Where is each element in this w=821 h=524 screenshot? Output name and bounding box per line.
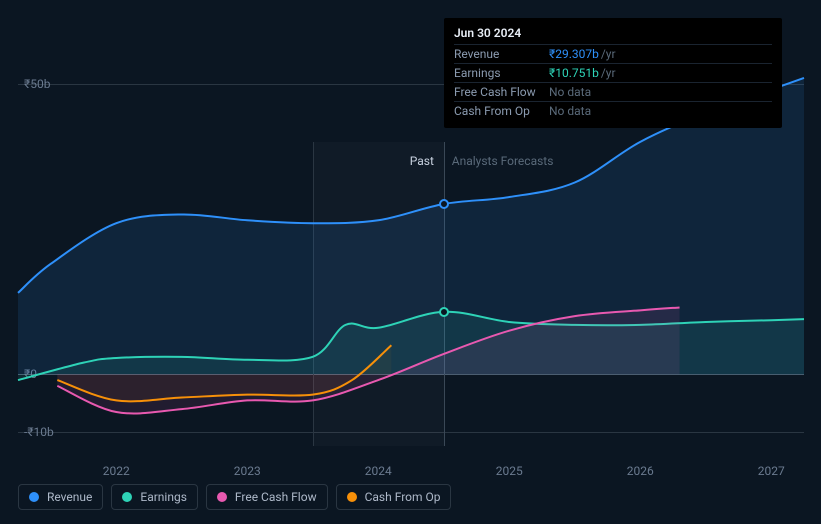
tooltip-row-label: Cash From Op: [454, 104, 549, 118]
tooltip-row-label: Revenue: [454, 47, 549, 61]
tooltip-row-value: No data: [549, 85, 591, 99]
marker-revenue: [439, 199, 449, 209]
x-tick-label: 2023: [234, 464, 261, 478]
tooltip-row-value: ₹29.307b: [549, 47, 599, 61]
tooltip-row-value: ₹10.751b: [549, 66, 599, 80]
x-tick-label: 2027: [758, 464, 785, 478]
legend-item-fcf[interactable]: Free Cash Flow: [206, 484, 328, 510]
x-tick-label: 2022: [103, 464, 130, 478]
tooltip-rows: Revenue₹29.307b/yrEarnings₹10.751b/yrFre…: [454, 44, 772, 120]
legend-swatch: [29, 492, 39, 502]
legend-label: Revenue: [47, 490, 92, 504]
tooltip-row-label: Free Cash Flow: [454, 85, 549, 99]
tooltip-row: Free Cash FlowNo data: [454, 82, 772, 101]
chart-legend: Revenue Earnings Free Cash Flow Cash From O…: [18, 484, 451, 510]
tooltip-row-value: No data: [549, 104, 591, 118]
marker-earnings: [439, 307, 449, 317]
x-tick-label: 2025: [496, 464, 523, 478]
legend-swatch: [217, 492, 227, 502]
legend-item-revenue[interactable]: Revenue: [18, 484, 103, 510]
legend-swatch: [122, 492, 132, 502]
legend-swatch: [347, 492, 357, 502]
legend-label: Earnings: [140, 490, 187, 504]
tooltip-row: Cash From OpNo data: [454, 101, 772, 120]
tooltip-row-label: Earnings: [454, 66, 549, 80]
x-tick-label: 2024: [365, 464, 392, 478]
legend-item-cfo[interactable]: Cash From Op: [336, 484, 452, 510]
tooltip-date: Jun 30 2024: [454, 26, 772, 44]
chart-tooltip: Jun 30 2024 Revenue₹29.307b/yrEarnings₹1…: [444, 18, 782, 128]
tooltip-row: Revenue₹29.307b/yr: [454, 44, 772, 63]
legend-item-earnings[interactable]: Earnings: [111, 484, 198, 510]
tooltip-row: Earnings₹10.751b/yr: [454, 63, 772, 82]
tooltip-row-unit: /yr: [601, 47, 616, 61]
x-tick-label: 2026: [627, 464, 654, 478]
tooltip-row-unit: /yr: [601, 66, 616, 80]
legend-label: Free Cash Flow: [235, 490, 317, 504]
legend-label: Cash From Op: [365, 490, 441, 504]
